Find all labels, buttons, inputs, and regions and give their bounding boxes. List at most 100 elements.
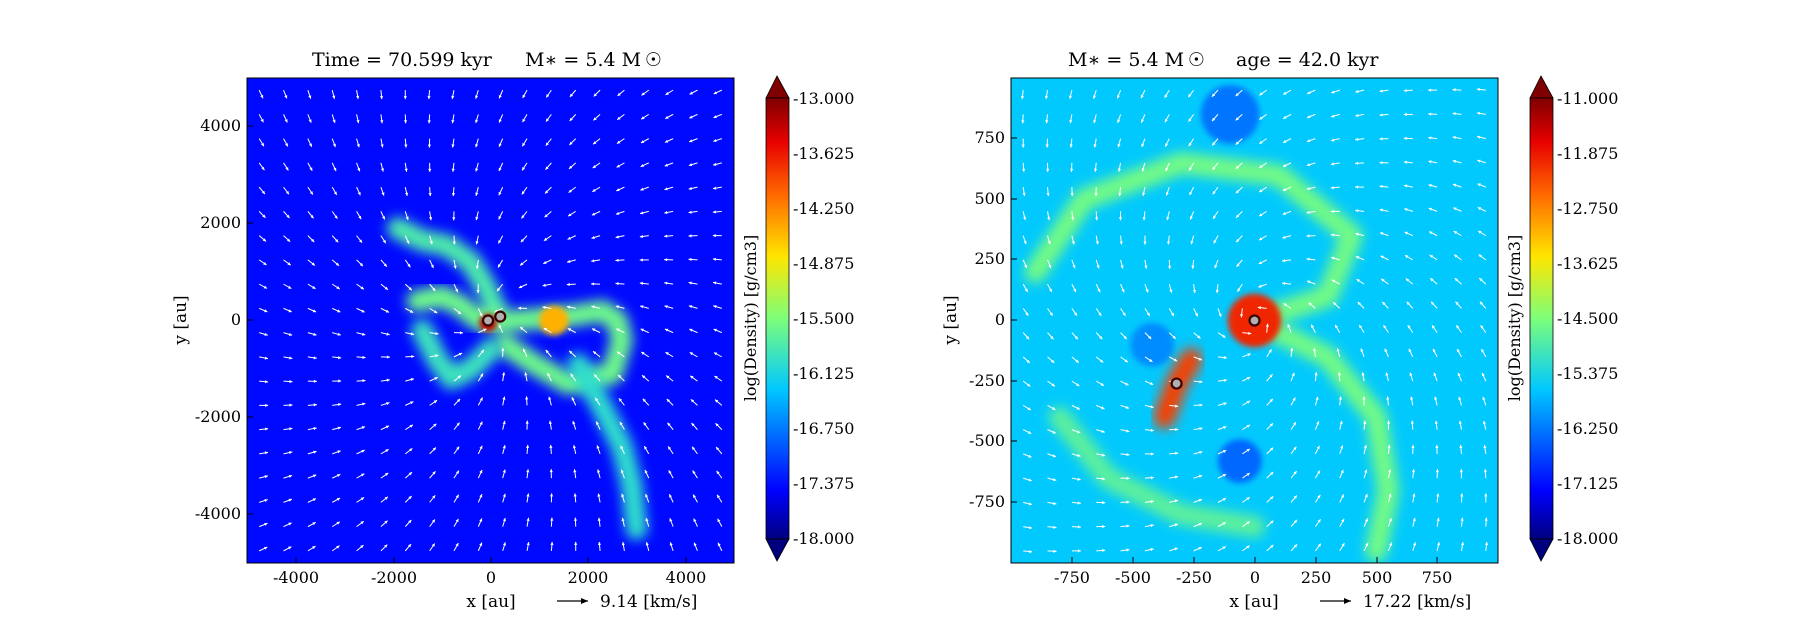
velocity-arrowhead [1330,162,1335,166]
velocity-arrowhead [1069,120,1073,124]
velocity-arrowhead [1050,336,1054,340]
velocity-arrowhead [360,545,364,549]
velocity-arrowhead [1053,549,1057,553]
velocity-arrowhead [1148,335,1152,340]
velocity-arrowhead [1150,500,1154,504]
velocity-arrowhead [451,95,455,99]
velocity-arrowhead [356,119,360,124]
velocity-arrowhead [1431,301,1435,306]
velocity-arrowhead [1046,168,1050,172]
density-filament [1243,309,1400,562]
velocity-arrowhead [385,425,390,429]
velocity-arrowhead [569,93,574,97]
velocity-arrowhead [1259,164,1263,168]
velocity-arrowhead [616,164,620,168]
velocity-arrowhead [1436,517,1440,521]
velocity-arrowhead [1357,301,1361,306]
velocity-arrowhead [1282,281,1286,286]
panel-1-colorbar-ticks: -13.000 -13.625 -14.250 -14.875 -15.500 … [793,89,854,548]
velocity-arrowhead [1235,92,1239,97]
velocity-arrowhead [1125,382,1129,386]
velocity-arrowhead [1028,526,1033,530]
velocity-arrowhead [1048,264,1052,269]
velocity-arrowhead [641,92,645,96]
velocity-arrowhead [1355,137,1359,141]
velocity-arrowhead [1222,498,1226,502]
velocity-arrowhead [1407,325,1411,329]
velocity-arrowhead [1380,255,1384,259]
velocity-arrowhead [1355,256,1360,260]
panel-2-title-left: M∗ = 5.4 M ☉ [1068,49,1205,71]
colorbar-tick-label: -16.125 [793,364,854,383]
velocity-arrowhead [261,190,265,195]
velocity-arrowhead [594,374,598,378]
velocity-arrowhead [1306,234,1310,238]
velocity-arrowhead [284,119,288,123]
velocity-arrowhead [337,332,341,336]
velocity-arrowhead [596,421,599,425]
velocity-arrowhead [522,94,526,98]
velocity-arrowhead [309,191,313,195]
velocity-arrowhead [566,282,570,287]
velocity-arrowhead [310,238,315,242]
velocity-arrowhead [455,543,459,547]
velocity-arrowhead [1258,261,1263,265]
velocity-arrowhead [451,144,455,148]
velocity-arrowhead [1197,335,1201,339]
velocity-arrowhead [1269,472,1274,476]
velocity-arrowhead [691,422,695,427]
velocity-arrowhead [380,144,384,148]
density-filament [479,299,633,395]
velocity-arrowhead [519,327,524,331]
density-blob [539,305,569,336]
velocity-arrowhead [1283,91,1287,95]
velocity-arrowhead [498,143,502,147]
velocity-arrowhead [621,493,625,498]
density-blob [1130,322,1175,367]
velocity-arrowhead [1213,240,1217,244]
velocity-arrowhead [1408,348,1412,353]
velocity-arrowhead [453,265,457,269]
y-tick-label: 2000 [200,213,241,232]
y-tick-label: 250 [974,249,1005,268]
velocity-arrowhead [1027,383,1031,387]
velocity-arrowhead [337,402,342,407]
velocity-arrowhead [480,373,484,377]
velocity-arrowhead [645,542,649,546]
velocity-arrowhead [289,356,293,360]
velocity-arrowhead [475,216,479,221]
velocity-arrowhead [1365,542,1369,547]
velocity-arrowhead [1259,213,1263,217]
velocity-arrowhead [542,283,546,287]
sink-particle-marker [1170,377,1183,390]
velocity-arrowhead [1435,444,1439,448]
velocity-arrowhead [428,217,433,221]
velocity-arrowhead [336,545,340,549]
velocity-arrowhead [664,305,668,309]
velocity-arrowhead [1405,278,1410,282]
velocity-arrowhead [1068,95,1073,99]
velocity-arrowhead [1428,88,1432,92]
velocity-arrowhead [572,445,576,449]
velocity-arrowhead [1454,254,1458,258]
velocity-arrowhead [384,286,388,290]
velocity-arrowhead [1452,112,1456,116]
velocity-arrowhead [1282,188,1287,191]
colorbar-tick-label: -14.875 [793,254,854,273]
velocity-arrowhead [1306,187,1310,191]
velocity-arrowhead [518,306,522,310]
velocity-arrowhead [1330,233,1334,237]
velocity-arrowhead [1292,422,1296,426]
x-tick-label: -750 [1054,568,1090,587]
velocity-arrowhead [1212,191,1216,195]
velocity-arrowhead [428,192,432,197]
velocity-arrowhead [358,239,363,243]
x-tick-label: 4000 [666,568,707,587]
velocity-arrowhead [1021,120,1025,124]
velocity-arrowhead [312,474,317,478]
velocity-arrowhead [1124,359,1128,363]
velocity-arrowhead [1434,420,1438,424]
velocity-arrowhead [567,259,571,264]
velocity-arrowhead [1213,215,1217,219]
